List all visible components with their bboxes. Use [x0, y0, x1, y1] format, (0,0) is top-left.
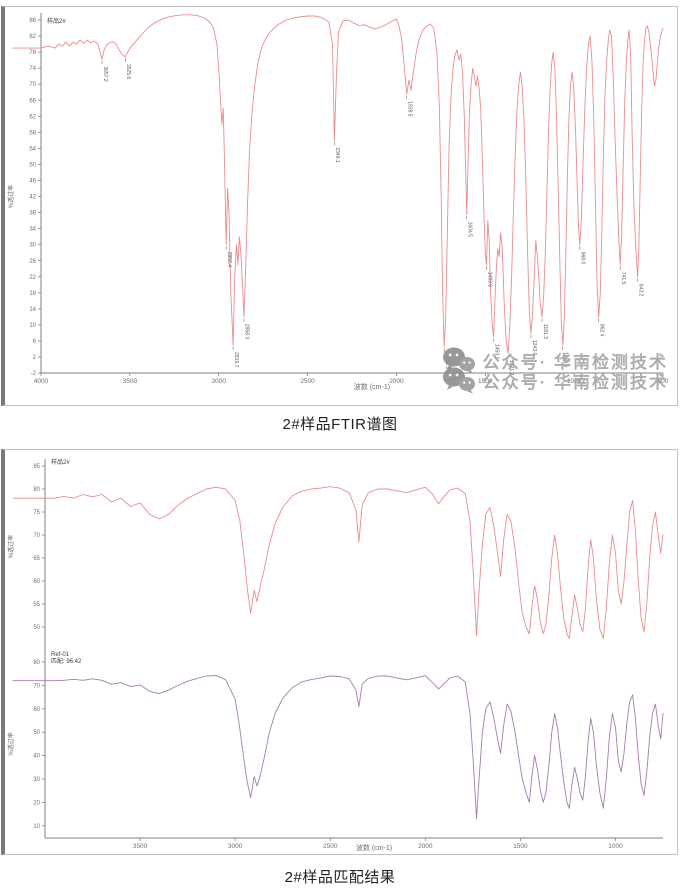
svg-text:2858.3: 2858.3: [244, 324, 250, 340]
svg-text:862.4: 862.4: [598, 324, 604, 337]
svg-text:30: 30: [33, 777, 40, 783]
svg-text:2000: 2000: [418, 843, 433, 850]
match-result-chart: 3500 3000 2500 2000 1500 1000 波数 (cm-1) 85 80 75 7…: [7, 458, 664, 852]
svg-text:%透过率: %透过率: [7, 535, 15, 558]
svg-text:3000: 3000: [211, 378, 226, 385]
svg-text:70: 70: [29, 82, 36, 88]
svg-text:42: 42: [29, 195, 36, 201]
ftir-spectrum-chart: 4000 3500 3000 2500 2000 1500 1000 500 波数 (cm-1)…: [7, 13, 669, 391]
svg-text:1939.5: 1939.5: [407, 101, 413, 117]
svg-text:1500: 1500: [513, 843, 528, 850]
svg-text:波数 (cm-1): 波数 (cm-1): [354, 382, 390, 391]
svg-text:1181.3: 1181.3: [542, 324, 548, 339]
svg-text:2958.4: 2958.4: [226, 252, 232, 268]
svg-text:60: 60: [33, 579, 40, 585]
svg-text:18: 18: [29, 291, 36, 297]
svg-text:3000: 3000: [228, 843, 243, 850]
svg-text:1604.5: 1604.5: [467, 222, 473, 238]
svg-text:78: 78: [29, 50, 36, 56]
svg-text:62: 62: [29, 114, 36, 120]
svg-text:2500: 2500: [323, 843, 338, 850]
svg-text:968.0: 968.0: [580, 252, 586, 265]
svg-text:50: 50: [33, 730, 40, 736]
svg-text:80: 80: [33, 660, 40, 666]
svg-text:1243.0: 1243.0: [531, 340, 537, 356]
svg-text:样品2#: 样品2#: [51, 458, 70, 466]
svg-text:1000: 1000: [608, 843, 623, 850]
svg-text:30: 30: [29, 243, 36, 249]
svg-text:波数 (cm-1): 波数 (cm-1): [356, 843, 392, 852]
svg-text:2919.7: 2919.7: [233, 352, 239, 368]
svg-text:10: 10: [33, 824, 40, 830]
svg-text:54: 54: [29, 146, 36, 152]
svg-text:1000: 1000: [567, 378, 582, 385]
svg-text:%透过率: %透过率: [7, 185, 15, 208]
svg-text:2349.1: 2349.1: [334, 147, 340, 163]
svg-text:70: 70: [33, 683, 40, 689]
svg-text:%透过率: %透过率: [7, 732, 15, 755]
svg-text:26: 26: [29, 259, 36, 265]
svg-text:34: 34: [29, 227, 36, 233]
svg-text:3500: 3500: [123, 378, 138, 385]
svg-text:2: 2: [33, 355, 37, 361]
svg-text:55: 55: [33, 602, 40, 608]
svg-text:10: 10: [29, 323, 36, 329]
svg-text:3525.6: 3525.6: [125, 64, 131, 80]
svg-text:70: 70: [33, 533, 40, 539]
svg-text:50: 50: [29, 162, 36, 168]
svg-text:58: 58: [29, 130, 36, 136]
svg-text:14: 14: [29, 307, 36, 313]
svg-text:-2: -2: [31, 371, 37, 377]
svg-text:1453.1: 1453.1: [493, 344, 499, 360]
chart1-caption: 2#样品FTIR谱图: [282, 416, 398, 433]
svg-text:Ref-01: Ref-01: [51, 652, 70, 658]
svg-text:50: 50: [33, 625, 40, 631]
svg-text:3657.2: 3657.2: [102, 66, 108, 82]
svg-text:1493.6: 1493.6: [486, 272, 492, 288]
svg-text:40: 40: [33, 754, 40, 760]
svg-text:46: 46: [29, 179, 36, 185]
svg-text:20: 20: [33, 800, 40, 806]
svg-text:66: 66: [29, 98, 36, 104]
svg-text:741.5: 741.5: [620, 272, 626, 285]
svg-text:1064.6: 1064.6: [563, 352, 569, 368]
svg-text:82: 82: [29, 34, 36, 40]
svg-text:65: 65: [33, 556, 40, 562]
svg-text:1500: 1500: [478, 378, 493, 385]
svg-text:80: 80: [33, 487, 40, 493]
svg-text:4000: 4000: [34, 378, 49, 385]
match-result-panel: 3500 3000 2500 2000 1500 1000 波数 (cm-1) 85 80 75 7…: [1, 449, 678, 855]
svg-text:60: 60: [33, 707, 40, 713]
svg-text:85: 85: [33, 464, 40, 470]
svg-text:75: 75: [33, 510, 40, 516]
svg-text:38: 38: [29, 211, 36, 217]
svg-text:样品2#: 样品2#: [47, 17, 66, 25]
svg-text:74: 74: [29, 66, 36, 72]
svg-text:86: 86: [29, 18, 36, 24]
svg-text:匹配: 96.42: 匹配: 96.42: [51, 658, 82, 665]
svg-text:22: 22: [29, 275, 36, 281]
svg-text:6: 6: [33, 339, 37, 345]
svg-text:2500: 2500: [300, 378, 315, 385]
svg-text:1731.8: 1731.8: [444, 354, 450, 370]
svg-text:1371.2: 1371.2: [508, 360, 514, 376]
chart2-caption: 2#样品匹配结果: [284, 869, 396, 886]
svg-text:500: 500: [658, 378, 669, 385]
svg-text:3500: 3500: [133, 843, 148, 850]
ftir-spectrum-panel: 4000 3500 3000 2500 2000 1500 1000 500 波数 (cm-1)…: [1, 6, 678, 406]
svg-text:2000: 2000: [389, 378, 404, 385]
svg-text:643.2: 643.2: [637, 284, 643, 297]
